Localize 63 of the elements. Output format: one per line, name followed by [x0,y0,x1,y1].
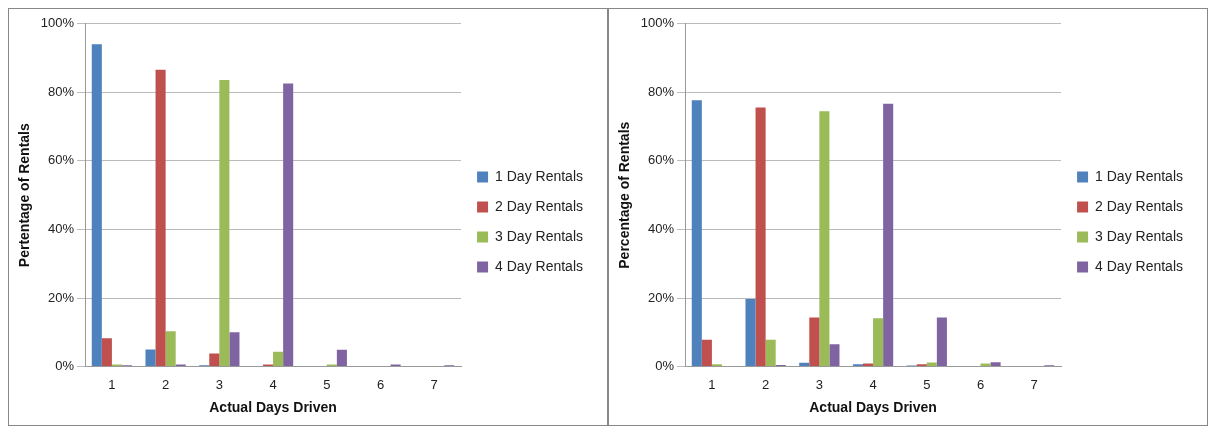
bar [273,351,284,367]
bar [91,44,102,367]
y-axis-title: Pertentage of Rentals [16,123,33,268]
y-tick-label: 20% [648,289,675,305]
bar [765,339,776,367]
x-tick-label: 5 [323,376,331,392]
y-tick-label: 40% [48,221,75,237]
bar [829,344,840,367]
y-tick-label: 60% [48,152,75,168]
bar [283,83,294,367]
x-axis-title: Actual Days Driven [809,399,937,416]
y-tick-label: 80% [648,83,675,99]
x-tick-label: 6 [376,376,385,392]
y-axis-title: Percentage of Rentals [616,121,633,269]
legend-label: 1 Day Rentals [1095,167,1184,184]
bar [145,349,156,367]
x-tick-label: 6 [976,376,985,392]
bar [165,331,176,367]
x-tick-label: 1 [708,376,716,392]
y-tick-label: 100% [40,15,75,31]
y-tick-label: 0% [655,358,675,374]
legend-label: 2 Day Rentals [1095,197,1184,214]
bar [809,317,820,367]
y-tick-label: 100% [640,15,675,31]
bar [819,111,830,367]
x-tick-label: 3 [815,376,823,392]
legend-label: 4 Day Rentals [495,257,584,274]
bar [155,69,166,367]
y-tick-label: 40% [648,221,675,237]
bar [336,349,347,367]
bar [936,317,947,367]
x-tick-label: 7 [430,376,438,392]
x-tick-label: 1 [108,376,116,392]
bar [691,100,702,367]
y-tick-label: 20% [48,289,75,305]
bar [873,318,884,367]
x-tick-label: 5 [923,376,931,392]
x-tick-label: 4 [869,376,877,392]
bar [883,103,894,367]
bar [799,362,810,367]
legend-label: 1 Day Rentals [495,167,584,184]
bar [219,80,230,367]
bar [990,362,1001,367]
y-tick-label: 80% [48,83,75,99]
legend-label: 3 Day Rentals [1095,227,1184,244]
bar [755,107,766,367]
y-tick-label: 0% [55,358,75,374]
bar [926,362,937,367]
x-tick-label: 2 [762,376,770,392]
bar [701,339,712,367]
legend-label: 2 Day Rentals [495,197,584,214]
bar [209,353,220,367]
legend-label: 4 Day Rentals [1095,257,1184,274]
x-tick-label: 7 [1030,376,1038,392]
x-tick-label: 2 [162,376,170,392]
x-axis-title: Actual Days Driven [209,399,337,416]
bar [101,338,112,367]
x-tick-label: 4 [269,376,277,392]
bar [745,299,756,367]
y-tick-label: 60% [648,152,675,168]
legend-label: 3 Day Rentals [495,227,584,244]
bar [229,332,240,367]
x-tick-label: 3 [215,376,223,392]
